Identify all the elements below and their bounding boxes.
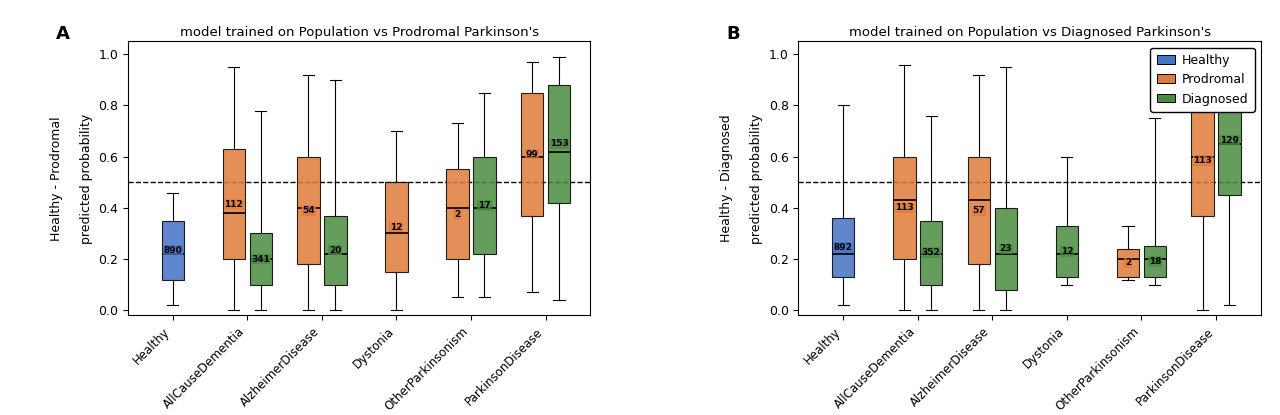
Text: 153: 153 [549,139,568,149]
PathPatch shape [968,157,991,264]
PathPatch shape [250,234,271,285]
Text: 18: 18 [1148,257,1161,266]
Text: Healthy - Diagnosed: Healthy - Diagnosed [721,115,733,242]
Text: A: A [56,25,70,43]
PathPatch shape [1144,246,1166,277]
Text: B: B [727,25,740,43]
PathPatch shape [1219,85,1240,195]
Text: 17: 17 [479,201,490,210]
Text: 23: 23 [1000,244,1012,253]
PathPatch shape [920,221,942,285]
PathPatch shape [548,85,570,203]
Text: 113: 113 [1193,156,1212,165]
PathPatch shape [223,149,244,259]
Text: 892: 892 [833,243,852,252]
PathPatch shape [521,93,544,215]
Y-axis label: predicted probability: predicted probability [750,113,763,244]
PathPatch shape [832,218,854,277]
PathPatch shape [447,169,468,259]
Text: 99: 99 [526,150,539,159]
Text: 54: 54 [302,206,315,215]
Text: Healthy - Prodromal: Healthy - Prodromal [50,116,63,241]
Text: 12: 12 [390,222,403,232]
Y-axis label: predicted probability: predicted probability [79,113,92,244]
PathPatch shape [1117,249,1139,277]
PathPatch shape [1056,226,1078,277]
Text: 57: 57 [973,206,986,215]
PathPatch shape [324,215,347,285]
Text: 113: 113 [895,203,914,212]
Text: 352: 352 [922,248,941,257]
Text: 2: 2 [1125,259,1132,267]
PathPatch shape [893,157,915,259]
Text: 12: 12 [1061,247,1073,256]
Text: 2: 2 [454,210,461,219]
Text: 341: 341 [251,254,270,264]
Title: model trained on Population vs Prodromal Parkinson's: model trained on Population vs Prodromal… [179,26,539,39]
Title: model trained on Population vs Diagnosed Parkinson's: model trained on Population vs Diagnosed… [849,26,1211,39]
PathPatch shape [297,157,320,264]
PathPatch shape [995,208,1016,290]
Text: 129: 129 [1220,136,1239,144]
Text: 890: 890 [164,246,182,255]
Legend: Healthy, Prodromal, Diagnosed: Healthy, Prodromal, Diagnosed [1151,48,1254,112]
Text: 112: 112 [224,200,243,209]
PathPatch shape [385,182,407,272]
PathPatch shape [1192,105,1213,215]
PathPatch shape [161,221,184,280]
PathPatch shape [474,157,495,254]
Text: 20: 20 [329,246,342,255]
